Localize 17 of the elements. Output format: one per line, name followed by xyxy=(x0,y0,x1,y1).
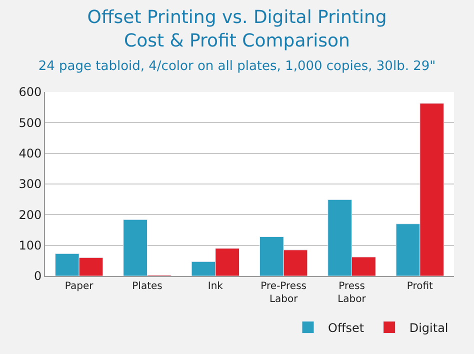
legend-label: Offset xyxy=(328,320,364,335)
x-tick-label: Plates xyxy=(132,281,162,292)
x-tick-label: Profit xyxy=(406,281,434,292)
x-tick-label: Ink xyxy=(208,281,224,292)
y-tick-label: 300 xyxy=(18,177,42,192)
y-tick-label: 600 xyxy=(18,85,42,100)
y-tick-label: 0 xyxy=(34,269,42,284)
y-tick-label: 200 xyxy=(18,208,42,222)
y-tick-label: 500 xyxy=(18,116,42,130)
chart-title: Offset Printing vs. Digital Printing Cost & Profit Comparison xyxy=(87,7,387,52)
x-tick-label: Press Labor xyxy=(338,281,367,305)
x-tick-label: Pre-Press Labor xyxy=(260,281,306,305)
legend-label: Digital xyxy=(409,320,448,335)
x-tick-label: Paper xyxy=(64,281,94,292)
y-tick-label: 100 xyxy=(18,238,42,253)
y-tick-label: 400 xyxy=(18,146,42,161)
chart-subtitle: 24 page tabloid, 4/color on all plates, 1,000 copies, 30lb. 29" xyxy=(38,58,436,74)
